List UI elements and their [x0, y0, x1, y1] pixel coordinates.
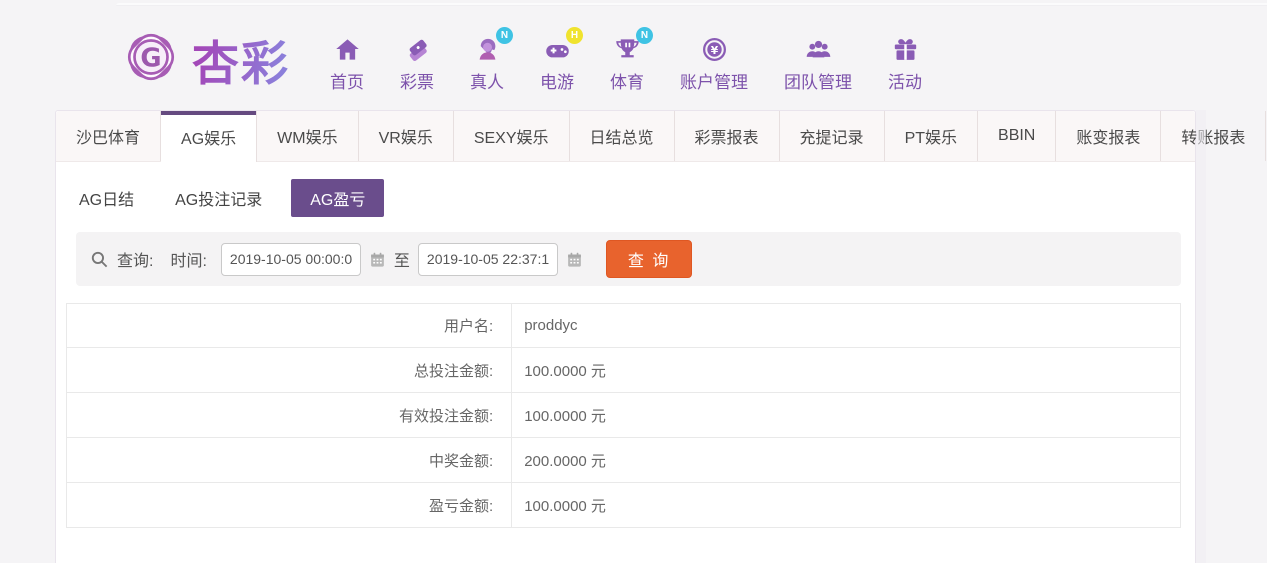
lotus-logo-icon: G [118, 24, 184, 95]
gamepad-icon: H [542, 27, 583, 64]
subtab-ag-daily[interactable]: AG日结 [79, 192, 135, 209]
calendar-icon[interactable] [566, 251, 583, 268]
query-button[interactable]: 查 询 [605, 240, 693, 278]
tab-wm-entertainment[interactable]: WM娱乐 [257, 111, 359, 161]
tab-bbin[interactable]: BBIN [978, 111, 1057, 161]
row-value: proddyc [524, 317, 578, 334]
row-label: 总投注金额: [67, 348, 513, 392]
calendar-icon[interactable] [369, 251, 386, 268]
time-label: 时间: [170, 253, 207, 270]
tab-balance-change-report[interactable]: 账变报表 [1056, 111, 1162, 161]
svg-text:G: G [140, 43, 161, 73]
nav-item-promotions[interactable]: 活动 [888, 34, 922, 93]
main-nav: 首页 彩票 N [330, 27, 922, 93]
team-icon [803, 34, 833, 64]
nav-item-home[interactable]: 首页 [330, 34, 364, 93]
tab-shaba-sports[interactable]: 沙巴体育 [56, 111, 162, 161]
tab-deposit-withdraw-records[interactable]: 充提记录 [780, 111, 885, 161]
nav-item-sports[interactable]: N 体育 [610, 27, 653, 93]
row-value: 100.0000 元 [524, 497, 606, 515]
tab-transfer-report[interactable]: 转账报表 [1161, 111, 1267, 161]
nav-item-live[interactable]: N 真人 [470, 27, 513, 93]
table-row: 用户名: proddyc [66, 303, 1181, 348]
row-value: 100.0000 元 [524, 362, 606, 380]
hot-badge: H [566, 27, 583, 44]
ag-subtabs: AG日结 AG投注记录 AG盈亏 [67, 179, 1195, 217]
yuan-circle-icon: ¥ [699, 34, 729, 64]
new-badge: N [496, 27, 513, 44]
date-to-input[interactable] [417, 242, 558, 276]
tab-ag-entertainment[interactable]: AG娱乐 [161, 111, 258, 162]
card-edge-shadow [1196, 110, 1206, 563]
to-label: 至 [393, 253, 410, 270]
tab-daily-summary[interactable]: 日结总览 [570, 111, 675, 161]
nav-item-team[interactable]: 团队管理 [784, 34, 852, 93]
svg-text:¥: ¥ [710, 44, 718, 57]
nav-item-account[interactable]: ¥ 账户管理 [680, 34, 748, 93]
profit-loss-summary-table: 用户名: proddyc 总投注金额: 100.0000 元 有效投注金额: 1… [66, 303, 1181, 528]
tab-vr-entertainment[interactable]: VR娱乐 [359, 111, 454, 161]
table-row: 中奖金额: 200.0000 元 [66, 438, 1181, 483]
gift-icon [890, 34, 920, 64]
subtab-ag-profit-loss[interactable]: AG盈亏 [291, 179, 385, 217]
row-label: 中奖金额: [67, 438, 513, 482]
table-row: 总投注金额: 100.0000 元 [66, 348, 1181, 393]
subtab-ag-bet-records[interactable]: AG投注记录 [175, 192, 263, 209]
trophy-icon: N [612, 27, 653, 64]
row-label: 有效投注金额: [67, 393, 513, 437]
search-icon [90, 250, 109, 269]
report-tabs: 沙巴体育 AG娱乐 WM娱乐 VR娱乐 SEXY娱乐 日结总览 彩票报表 充提记… [56, 111, 1267, 162]
search-panel: 查询: 时间: 至 查 询 [76, 232, 1181, 286]
table-row: 盈亏金额: 100.0000 元 [66, 483, 1181, 528]
tickets-icon [402, 34, 432, 64]
nav-item-egames[interactable]: H 电游 [540, 27, 583, 93]
tab-pt-entertainment[interactable]: PT娱乐 [885, 111, 979, 161]
tab-sexy-entertainment[interactable]: SEXY娱乐 [454, 111, 570, 161]
row-value: 200.0000 元 [524, 452, 606, 470]
header-divider [116, 3, 1267, 6]
brand-logo[interactable]: G 杏彩 [118, 24, 290, 95]
row-label: 用户名: [67, 304, 513, 347]
brand-name: 杏彩 [192, 25, 290, 94]
content-card: 沙巴体育 AG娱乐 WM娱乐 VR娱乐 SEXY娱乐 日结总览 彩票报表 充提记… [55, 110, 1267, 563]
row-value: 100.0000 元 [524, 407, 606, 425]
date-from-input[interactable] [220, 242, 361, 276]
live-person-icon: N [472, 27, 513, 64]
new-badge: N [636, 27, 653, 44]
home-icon [332, 34, 362, 64]
tab-lottery-report[interactable]: 彩票报表 [675, 111, 780, 161]
row-label: 盈亏金额: [67, 483, 513, 527]
nav-item-lottery[interactable]: 彩票 [400, 34, 434, 93]
site-header: G 杏彩 首页 彩票 [0, 0, 1267, 108]
table-row: 有效投注金额: 100.0000 元 [66, 393, 1181, 438]
query-label: 查询: [117, 253, 154, 270]
